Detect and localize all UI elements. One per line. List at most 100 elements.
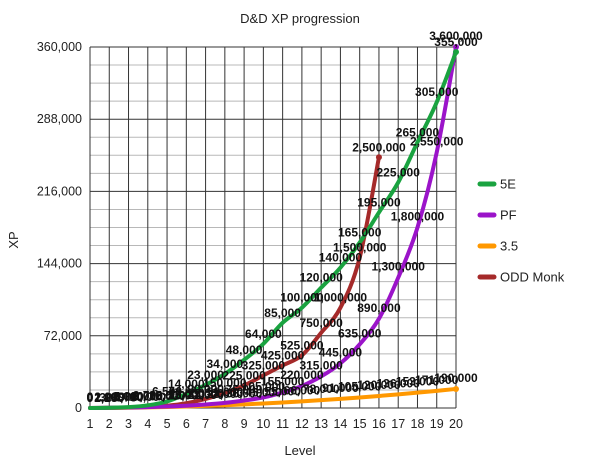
data-label: 78,000 xyxy=(303,382,340,396)
data-label: 136,000 xyxy=(377,376,421,390)
x-tick-label: 15 xyxy=(353,417,367,431)
data-label: 0 xyxy=(87,391,94,405)
x-tick-label: 5 xyxy=(164,417,171,431)
data-label: 150,000 xyxy=(203,376,247,390)
data-label: 47,500 xyxy=(168,386,205,400)
series-line-5e xyxy=(88,50,458,410)
data-label: 10,000 xyxy=(129,390,166,404)
grid xyxy=(89,46,457,409)
data-label: 5,000 xyxy=(114,389,144,403)
data-labels: 0 300 9002,7006,50014,00023,00034,00048,00… xyxy=(87,29,483,405)
series-line-pf xyxy=(88,45,458,410)
x-tick-label: 18 xyxy=(411,417,425,431)
data-label: 525,000 xyxy=(280,338,324,352)
x-tick-label: 13 xyxy=(314,417,328,431)
data-label: 140,000 xyxy=(319,251,363,265)
legend-label: PF xyxy=(500,208,517,223)
data-label: 14,000 xyxy=(168,377,205,391)
x-axis-ticks: 1 2 3 4 5 6 7 8 9 10 11 12 13 14 15 16 17 18 19 20 xyxy=(87,417,463,431)
data-label: 120,000 xyxy=(299,271,343,285)
data-label: 190,000 xyxy=(434,371,478,385)
data-label: 265,000 xyxy=(396,125,440,139)
y-tick-label: 288,000 xyxy=(37,112,82,126)
data-label: 45,000 xyxy=(245,385,282,399)
data-label: 9,000 xyxy=(133,389,163,403)
data-label: 66,000 xyxy=(284,383,321,397)
data-label: 51,000 xyxy=(206,385,243,399)
data-label: 10,000 xyxy=(149,389,186,403)
x-tick-label: 16 xyxy=(372,417,386,431)
data-label: 6,500 xyxy=(152,384,182,398)
data-label: 153,000 xyxy=(396,375,440,389)
legend-label: ODD Monk xyxy=(500,270,565,285)
data-label: 1,000,000 xyxy=(314,291,368,305)
x-tick-label: 11 xyxy=(276,417,289,431)
data-label: 85,000 xyxy=(264,306,301,320)
data-label: 4,750 xyxy=(114,391,144,405)
data-label: 28,000 xyxy=(206,387,243,401)
x-tick-label: 8 xyxy=(221,417,228,431)
data-label: 36,000 xyxy=(226,386,263,400)
data-label: 225,000 xyxy=(377,165,421,179)
y-tick-label: 0 xyxy=(75,401,82,415)
x-tick-label: 3 xyxy=(125,417,132,431)
data-label: 105,000 xyxy=(338,379,382,393)
data-label: 23,000 xyxy=(187,368,224,382)
data-label: 2,700 xyxy=(133,388,163,402)
data-label: 22,500 xyxy=(149,389,186,403)
data-label: 75,000 xyxy=(226,382,263,396)
x-tick-label: 4 xyxy=(144,417,151,431)
data-label: 900 xyxy=(119,390,139,404)
data-label: 15,000 xyxy=(149,388,186,402)
y-axis-label: XP xyxy=(6,231,21,248)
chart-title: D&D XP progression xyxy=(240,11,360,26)
legend-label: 3.5 xyxy=(500,239,518,254)
x-tick-label: 19 xyxy=(430,417,444,431)
series-end-point xyxy=(453,49,459,56)
data-label: 155,000 xyxy=(261,374,305,388)
data-label: 0 xyxy=(87,390,94,404)
x-tick-label: 17 xyxy=(391,417,405,431)
data-label: 425,000 xyxy=(261,348,305,362)
legend: 5E PF 3.5 ODD Monk xyxy=(477,177,565,285)
x-tick-label: 1 xyxy=(87,417,94,431)
data-label: 100,000 xyxy=(280,291,324,305)
series-end-point xyxy=(453,44,459,50)
data-label: 55,000 xyxy=(264,384,301,398)
data-label: 1,000 xyxy=(94,390,124,404)
data-label: 325,000 xyxy=(242,358,286,372)
y-axis-ticks: 0 72,000 144,000 216,000 288,000 360,000 xyxy=(37,40,82,415)
x-tick-label: 14 xyxy=(333,417,347,431)
x-axis-label: Level xyxy=(284,443,315,458)
data-label: 90,000 xyxy=(187,382,224,396)
data-label: 23,000 xyxy=(168,388,205,402)
data-label: 225,000 xyxy=(222,368,266,382)
x-tick-label: 12 xyxy=(295,417,309,431)
x-tick-label: 10 xyxy=(256,417,270,431)
data-label: 315,000 xyxy=(299,358,343,372)
data-label: 0 xyxy=(87,391,94,405)
data-label: 1,300,000 xyxy=(372,260,426,274)
y-tick-label: 360,000 xyxy=(37,40,82,54)
x-tick-label: 6 xyxy=(183,417,190,431)
data-label: 445,000 xyxy=(319,345,363,359)
data-label: 300 xyxy=(99,391,119,405)
data-label: 34,000 xyxy=(206,357,243,371)
y-tick-label: 72,000 xyxy=(44,329,82,343)
data-label: 171,000 xyxy=(415,373,459,387)
data-label: 2,550,000 xyxy=(410,134,464,148)
x-tick-label: 2 xyxy=(106,417,113,431)
x-tick-label: 20 xyxy=(449,417,463,431)
data-label: 165,000 xyxy=(338,226,382,240)
data-label: 305,000 xyxy=(415,85,459,99)
data-label: 35,000 xyxy=(187,386,224,400)
data-label: 15,000 xyxy=(168,388,205,402)
data-label: 1,800,000 xyxy=(391,210,445,224)
data-label: 120,000 xyxy=(357,378,401,392)
data-label: 6,000 xyxy=(133,389,163,403)
data-label: 2,250 xyxy=(94,391,124,405)
data-label: 750,000 xyxy=(299,316,343,330)
data-label: 635,000 xyxy=(338,326,382,340)
data-label: 195,000 xyxy=(357,195,401,209)
data-label: 2,000 xyxy=(94,390,124,404)
